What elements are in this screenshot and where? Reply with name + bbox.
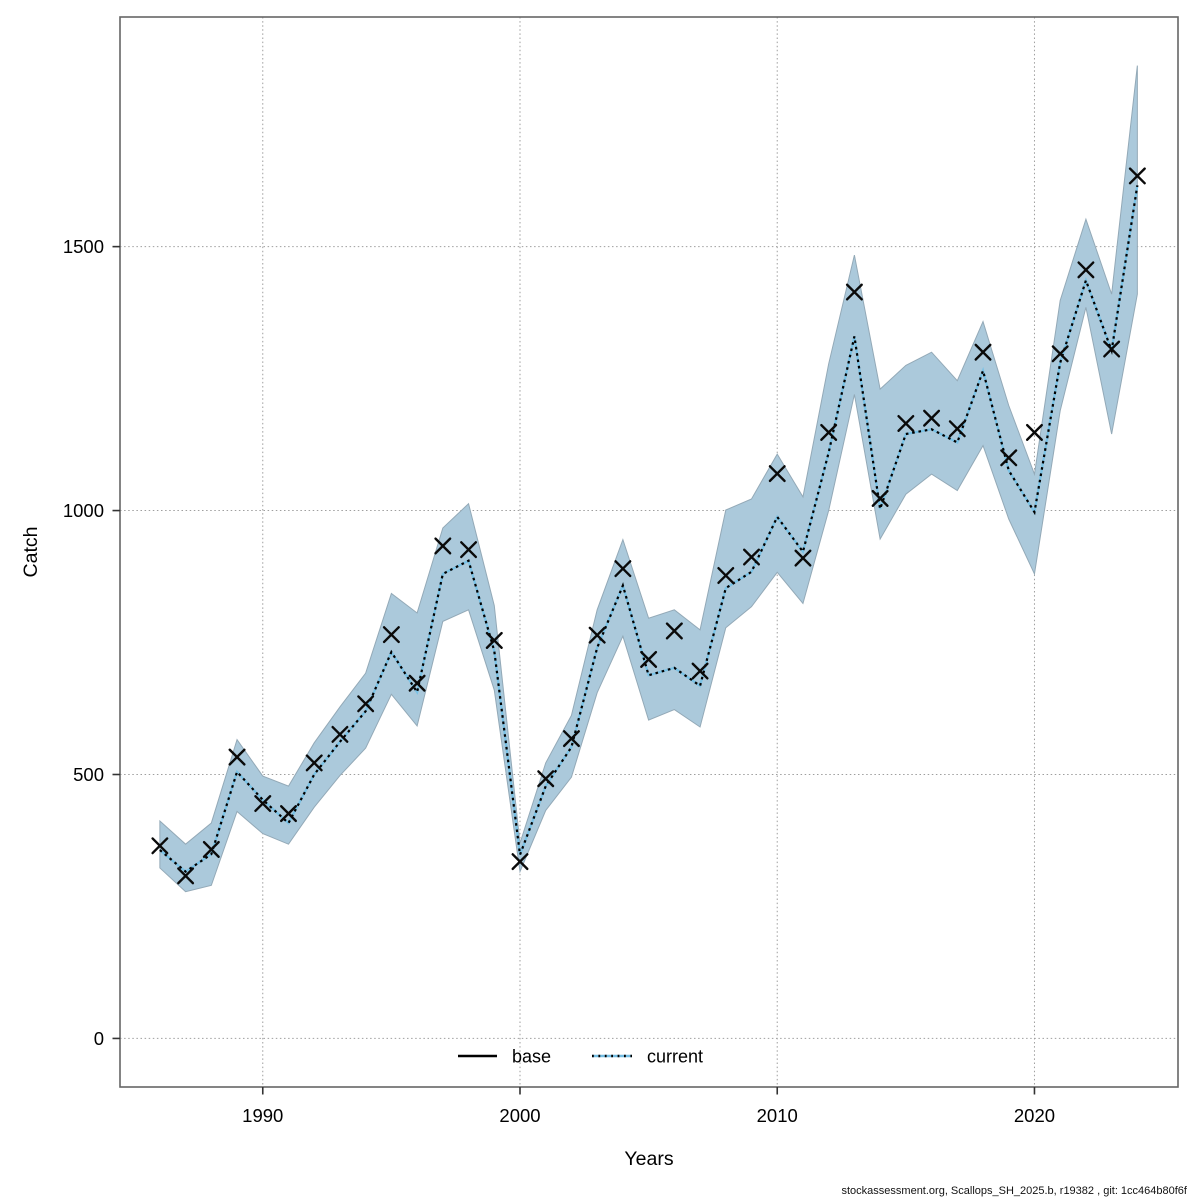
base-marker — [743, 548, 761, 566]
base-marker — [434, 537, 452, 555]
base-marker — [948, 420, 966, 438]
base-marker — [202, 840, 220, 858]
base-marker — [845, 283, 863, 301]
base-marker — [228, 748, 246, 766]
base-marker — [871, 489, 889, 507]
x-axis-tick-label: 1990 — [242, 1105, 283, 1126]
plot-box — [119, 16, 1179, 1088]
base-marker — [1128, 167, 1146, 185]
base-marker — [305, 754, 323, 772]
x-axis-tick-label: 2010 — [757, 1105, 798, 1126]
base-marker — [614, 560, 632, 578]
x-axis-title: Years — [624, 1148, 673, 1170]
confidence-band — [159, 65, 1138, 893]
base-marker — [794, 549, 812, 567]
base-marker — [331, 725, 349, 743]
base-marker — [460, 541, 478, 559]
base-marker — [1025, 423, 1043, 441]
base-marker — [511, 853, 529, 871]
y-axis-tick-label: 1000 — [63, 500, 104, 521]
base-marker — [1051, 345, 1069, 363]
base-marker — [768, 465, 786, 483]
base-marker — [537, 770, 555, 788]
base-marker — [382, 626, 400, 644]
base-marker — [408, 674, 426, 692]
current-line-under — [159, 185, 1139, 874]
base-marker — [923, 409, 941, 427]
base-marker — [151, 837, 169, 855]
y-axis-tick-label: 0 — [94, 1028, 104, 1049]
y-axis-tick-label: 500 — [73, 764, 104, 785]
base-marker — [1103, 340, 1121, 358]
base-marker — [254, 795, 272, 813]
legend-current-label: current — [647, 1047, 703, 1067]
legend-base-label: base — [512, 1047, 551, 1067]
base-marker — [1000, 449, 1018, 467]
footer-attribution: stockassessment.org, Scallops_SH_2025.b,… — [841, 1185, 1188, 1197]
base-marker — [177, 867, 195, 885]
y-axis-tick-label: 1500 — [63, 236, 104, 257]
base-marker — [691, 662, 709, 680]
base-marker — [357, 695, 375, 713]
base-marker — [717, 566, 735, 584]
base-marker — [974, 343, 992, 361]
x-axis-tick-label: 2020 — [1014, 1105, 1055, 1126]
base-marker — [588, 626, 606, 644]
y-axis-title: Catch — [20, 527, 42, 578]
base-marker — [665, 622, 683, 640]
base-marker — [820, 423, 838, 441]
base-marker — [640, 650, 658, 668]
base-marker — [897, 414, 915, 432]
base-marker — [1077, 261, 1095, 279]
base-marker — [279, 805, 297, 823]
x-axis-tick-label: 2000 — [499, 1105, 540, 1126]
base-marker — [485, 631, 503, 649]
base-marker — [562, 730, 580, 748]
